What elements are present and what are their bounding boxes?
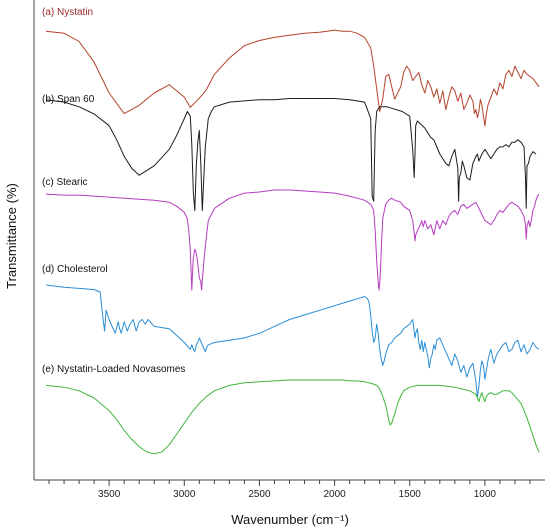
x-tick-label: 2500 — [248, 489, 271, 500]
series-line-5 — [45, 379, 540, 455]
series-line-4 — [45, 284, 540, 399]
series-labels: (a) Nystatin (b) Span 60 (c) Stearic (d) Ch… — [42, 7, 185, 375]
series-label-5: (e) Nystatin-Loaded Novasomes — [42, 364, 185, 375]
x-axis-ticks: 3500 3000 2500 2000 1500 1000 — [48, 480, 531, 500]
series-label-3: (c) Stearic — [42, 177, 88, 188]
x-tick-label: 2000 — [323, 489, 346, 500]
x-tick-label: 3000 — [173, 489, 196, 500]
x-tick-label: 3500 — [98, 489, 121, 500]
series-label-2: (b) Span 60 — [42, 94, 95, 105]
series-label-1: (a) Nystatin — [42, 7, 93, 18]
x-tick-label: 1000 — [474, 489, 497, 500]
spectra-traces — [45, 29, 540, 455]
x-axis-title: Wavenumber (cm⁻¹) — [231, 512, 349, 527]
series-label-4: (d) Cholesterol — [42, 264, 108, 275]
y-axis-title: Transmittance (%) — [4, 183, 19, 289]
x-tick-label: 1500 — [399, 489, 422, 500]
series-line-1 — [45, 29, 540, 127]
series-line-3 — [45, 189, 540, 291]
series-line-2 — [45, 98, 537, 212]
